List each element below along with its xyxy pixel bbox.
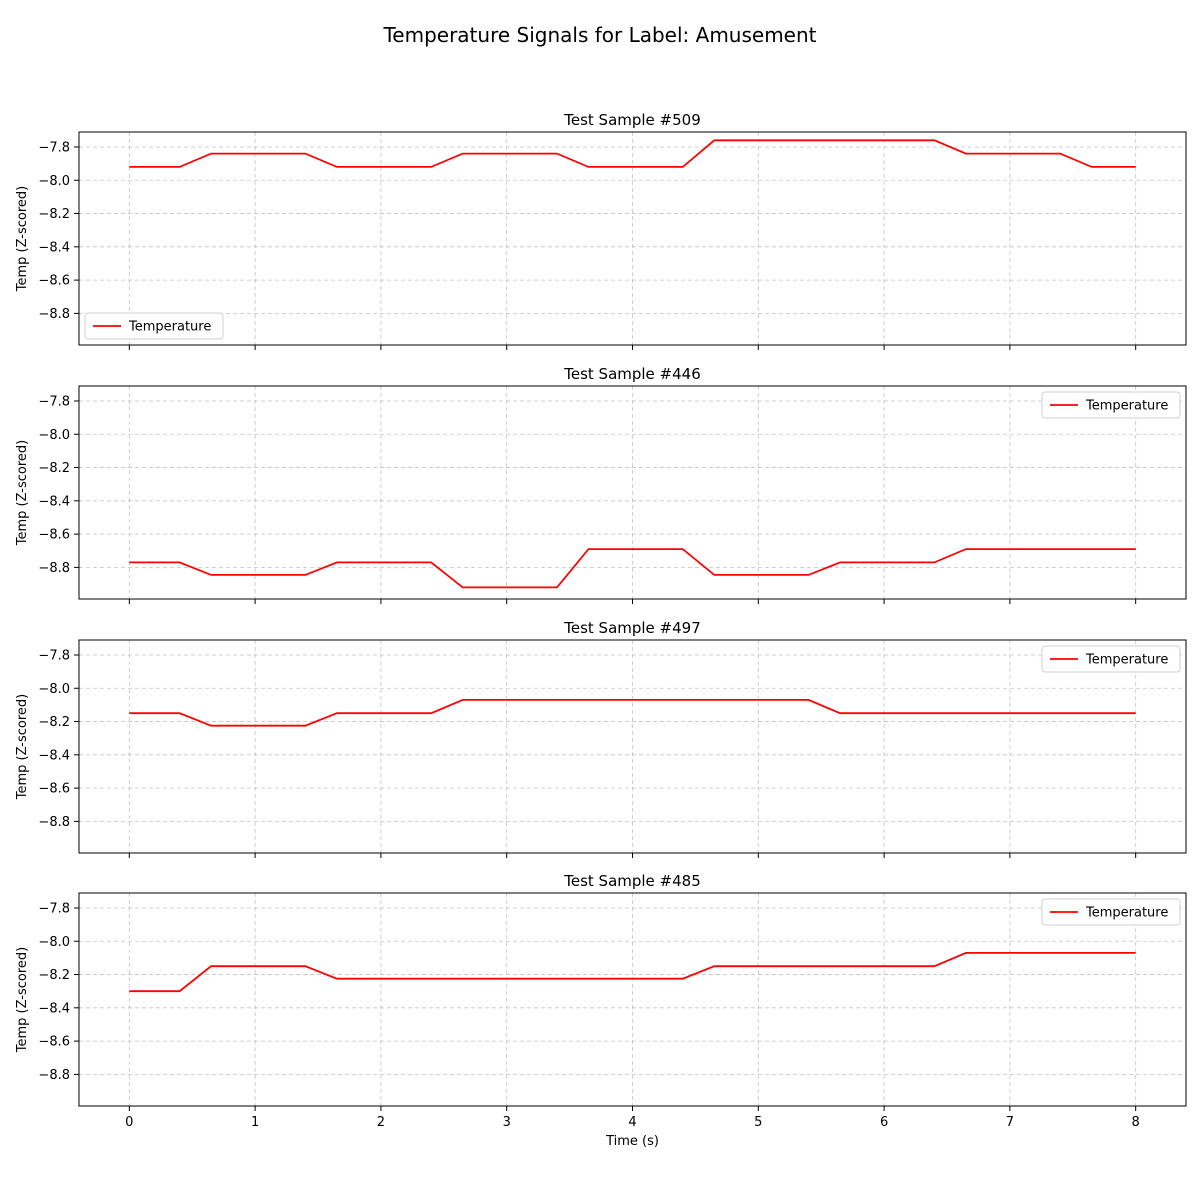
temperature-series-line	[129, 139, 1136, 168]
subplot-2: Test Sample #446 −7.8 −8.0 −8.2 −8.4 −8.6 −8.8…	[15, 365, 1187, 604]
legend-label: Temperature	[1085, 399, 1168, 414]
legend-box	[1041, 391, 1181, 419]
legend-box	[1041, 645, 1181, 673]
y-tick-label: −8.6	[38, 528, 70, 543]
subplot-panels: Test Sample #509 −7.8 −8.0 −8.2 −8.4 −8.6 −8.8…	[15, 111, 1187, 1149]
y-tick-label: −7.8	[38, 140, 70, 155]
y-axis-label: Temp (Z-scored)	[15, 947, 30, 1053]
y-tick-label: −8.4	[38, 1001, 70, 1016]
legend: Temperature	[84, 312, 224, 340]
y-tick-label: −8.8	[38, 307, 70, 322]
y-tick-label: −8.8	[38, 561, 70, 576]
subplot-title: Test Sample #497	[563, 619, 701, 637]
legend: Temperature	[1041, 898, 1181, 926]
legend: Temperature	[1041, 645, 1181, 673]
y-tick-label: −8.0	[38, 682, 70, 697]
x-tick-label: 5	[754, 1115, 762, 1130]
x-tick-label: 7	[1006, 1115, 1014, 1130]
temperature-series-line	[129, 548, 1136, 589]
figure-title: Temperature Signals for Label: Amusement	[382, 23, 816, 47]
y-tick-label: −7.8	[38, 901, 70, 916]
legend: Temperature	[1041, 391, 1181, 419]
plot-frame	[78, 892, 1187, 1107]
x-tick-label: 3	[503, 1115, 511, 1130]
y-tick-label: −8.2	[38, 207, 70, 222]
plot-frame	[78, 639, 1187, 854]
x-tick-label: 0	[125, 1115, 133, 1130]
temperature-series-line	[129, 952, 1136, 993]
y-tick-label: −8.6	[38, 1035, 70, 1050]
subplot-4: Test Sample #485 −7.8 −8.0 −8.2 −8.4 −8.6 −8.8…	[15, 872, 1187, 1149]
plot-frame	[78, 131, 1187, 346]
y-tick-label: −8.8	[38, 1068, 70, 1083]
temperature-series-line	[129, 699, 1136, 727]
y-tick-label: −7.8	[38, 394, 70, 409]
y-tick-label: −8.4	[38, 240, 70, 255]
y-tick-label: −8.0	[38, 174, 70, 189]
y-axis-label: Temp (Z-scored)	[15, 440, 30, 546]
legend-label: Temperature	[128, 320, 211, 335]
y-axis-label: Temp (Z-scored)	[15, 694, 30, 800]
legend-box	[84, 312, 224, 340]
x-tick-label: 8	[1132, 1115, 1140, 1130]
y-tick-label: −7.8	[38, 648, 70, 663]
y-tick-label: −8.4	[38, 748, 70, 763]
y-tick-label: −8.6	[38, 782, 70, 797]
y-tick-label: −8.2	[38, 715, 70, 730]
y-axis-label: Temp (Z-scored)	[15, 186, 30, 292]
y-tick-label: −8.2	[38, 968, 70, 983]
x-tick-label: 6	[880, 1115, 888, 1130]
x-tick-label: 1	[251, 1115, 259, 1130]
subplot-title: Test Sample #485	[563, 872, 701, 890]
legend-label: Temperature	[1085, 906, 1168, 921]
y-tick-label: −8.2	[38, 461, 70, 476]
y-tick-label: −8.0	[38, 428, 70, 443]
legend-label: Temperature	[1085, 653, 1168, 668]
x-tick-label: 2	[377, 1115, 385, 1130]
legend-box	[1041, 898, 1181, 926]
subplot-3: Test Sample #497 −7.8 −8.0 −8.2 −8.4 −8.6 −8.8…	[15, 619, 1187, 858]
y-tick-label: −8.0	[38, 935, 70, 950]
subplot-title: Test Sample #509	[563, 111, 701, 129]
subplot-title: Test Sample #446	[563, 365, 701, 383]
y-tick-label: −8.6	[38, 274, 70, 289]
y-tick-label: −8.4	[38, 494, 70, 509]
x-tick-label: 4	[628, 1115, 636, 1130]
plot-frame	[78, 385, 1187, 600]
x-axis-label: Time (s)	[605, 1134, 659, 1149]
subplot-1: Test Sample #509 −7.8 −8.0 −8.2 −8.4 −8.6 −8.8…	[15, 111, 1187, 350]
y-tick-label: −8.8	[38, 815, 70, 830]
